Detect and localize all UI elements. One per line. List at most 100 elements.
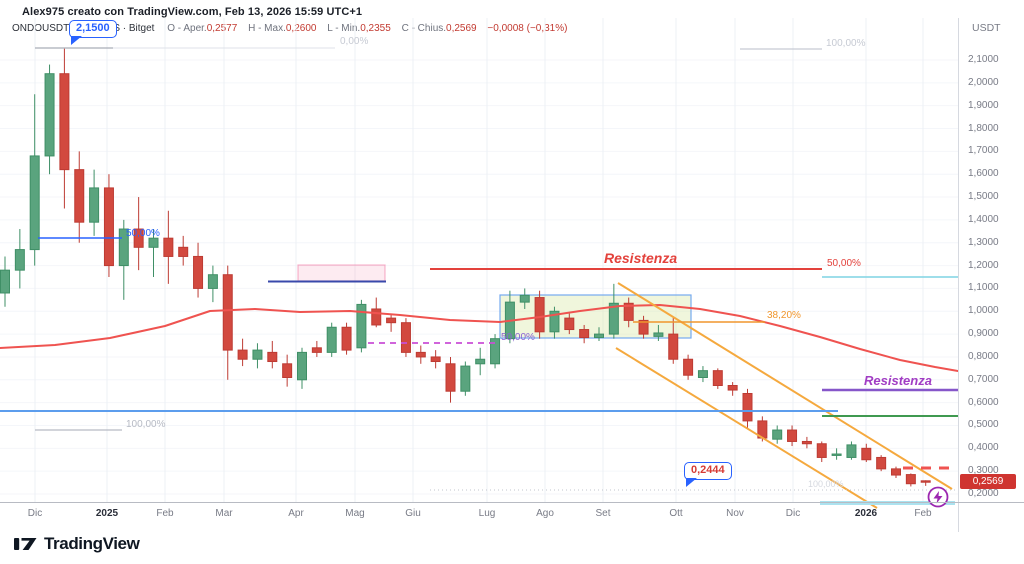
close-label: C - Chius. <box>401 23 447 34</box>
candle-body <box>742 392 753 422</box>
trend-channel-line[interactable] <box>617 282 953 490</box>
candle-body <box>371 308 382 326</box>
time-tick-label: Ago <box>536 508 554 519</box>
price-tick-label: 1,3000 <box>968 236 999 248</box>
price-callout-high-text: 2,1500 <box>76 22 110 34</box>
time-tick-label: Ott <box>669 508 683 519</box>
time-tick-label: Mag <box>345 508 365 519</box>
candle-body <box>475 358 486 365</box>
change-value: −0,0008 (−0,31%) <box>487 23 568 34</box>
annotation-label[interactable]: 100,00% <box>808 479 844 489</box>
candle-body <box>311 347 322 353</box>
time-tick-label: Dic <box>27 508 43 519</box>
candle-body <box>341 326 352 351</box>
candle-body <box>29 155 40 251</box>
price-callout-high[interactable]: 2,1500 <box>69 20 117 45</box>
time-tick-label: Lug <box>478 508 496 519</box>
candle-body <box>801 440 812 445</box>
candle-body <box>534 297 545 333</box>
tradingview-logo[interactable]: TradingView <box>14 534 140 554</box>
price-tick-label: 2,1000 <box>968 54 999 65</box>
candle-body <box>697 370 708 379</box>
drawing-boxes <box>297 264 692 339</box>
candle-body <box>653 332 664 337</box>
annotation-label[interactable]: Resistenza <box>604 250 677 266</box>
candle-body <box>549 310 560 333</box>
callout-tail-icon <box>686 478 697 487</box>
time-tick-label: Dic <box>785 508 801 519</box>
candle-body <box>727 385 738 391</box>
price-tick-label: 0,2000 <box>968 488 999 499</box>
candle-body <box>430 356 441 363</box>
level-label: 50,00% <box>501 332 535 343</box>
open-value: 0,2577 <box>206 23 238 34</box>
candle-body <box>846 444 857 458</box>
candle-body <box>207 274 218 289</box>
price-tick-label: 1,6000 <box>968 168 999 180</box>
lightning-bolt-icon <box>933 491 943 504</box>
price-tick-label: 1,0000 <box>968 305 999 317</box>
high-label: H - Max. <box>248 23 286 34</box>
chart-pane[interactable]: 0,00% 50,00% 100,00% 100,00% 50,00% 38,20% 50,… <box>0 0 958 564</box>
candle-body <box>594 333 604 339</box>
candle-body <box>623 302 634 321</box>
candle-body <box>89 187 100 223</box>
time-tick-label: 2026 <box>854 508 878 519</box>
close-value: 0,2569 <box>446 23 477 34</box>
open-label: O - Aper. <box>167 23 207 34</box>
candle-body <box>74 169 85 223</box>
time-tick-label: Mar <box>215 508 233 519</box>
candle-body <box>193 255 204 289</box>
range-box[interactable] <box>499 294 692 339</box>
candle-body <box>683 358 694 376</box>
candle-body <box>400 322 411 353</box>
price-tick-label: 0,4000 <box>968 442 999 454</box>
chart-byline: Alex975 creato con TradingView.com, Feb … <box>22 6 363 18</box>
candle-body <box>133 228 144 248</box>
candle-body <box>876 456 887 470</box>
price-callout-low[interactable]: 0,2444 <box>684 462 732 487</box>
gridlines <box>0 18 958 502</box>
last-price-badge: 0,2569 <box>960 474 1016 489</box>
candle-body <box>816 443 827 458</box>
candle-body <box>564 317 575 331</box>
candle-body <box>905 474 916 485</box>
candle-body <box>608 302 619 335</box>
candle-body <box>861 447 872 461</box>
low-value: 0,2355 <box>360 23 391 34</box>
candle-body <box>831 453 842 456</box>
candle-body <box>267 351 278 363</box>
candle-body <box>920 480 931 483</box>
candle-body <box>252 349 263 360</box>
time-tick-label: Feb <box>156 508 174 519</box>
price-tick-label: 1,4000 <box>968 213 999 225</box>
annotation-label[interactable]: Resistenza <box>864 373 932 388</box>
currency-label: USDT <box>972 22 1001 34</box>
time-tick-label: Feb <box>914 508 932 519</box>
candles <box>0 48 931 487</box>
candle-body <box>14 249 25 271</box>
candle-body <box>297 351 307 381</box>
candle-body <box>445 363 456 392</box>
candle-body <box>103 187 114 267</box>
price-tick-label: 1,5000 <box>968 191 999 203</box>
price-tick-label: 1,7000 <box>968 145 999 157</box>
time-tick-label: Nov <box>726 508 744 519</box>
low-label: L - Min. <box>327 23 361 34</box>
price-tick-label: 1,9000 <box>968 99 999 111</box>
candle-body <box>59 73 70 171</box>
candle-body <box>222 274 233 351</box>
candle-body <box>148 237 159 248</box>
price-axis[interactable]: USDT 2,1000 2,0000 1,9000 1,8000 1,7000 1,600… <box>958 0 1024 564</box>
price-tick-label: 1,8000 <box>968 122 999 134</box>
moving-average-line[interactable] <box>0 304 958 372</box>
trend-channel-line[interactable] <box>615 347 878 509</box>
time-tick-label: 2025 <box>95 508 119 519</box>
price-tick-label: 0,3000 <box>968 465 999 477</box>
candle-body <box>163 237 174 257</box>
candle-body <box>638 319 649 335</box>
range-box[interactable] <box>297 264 386 282</box>
candle-body <box>668 333 679 360</box>
candle-body <box>118 228 129 267</box>
